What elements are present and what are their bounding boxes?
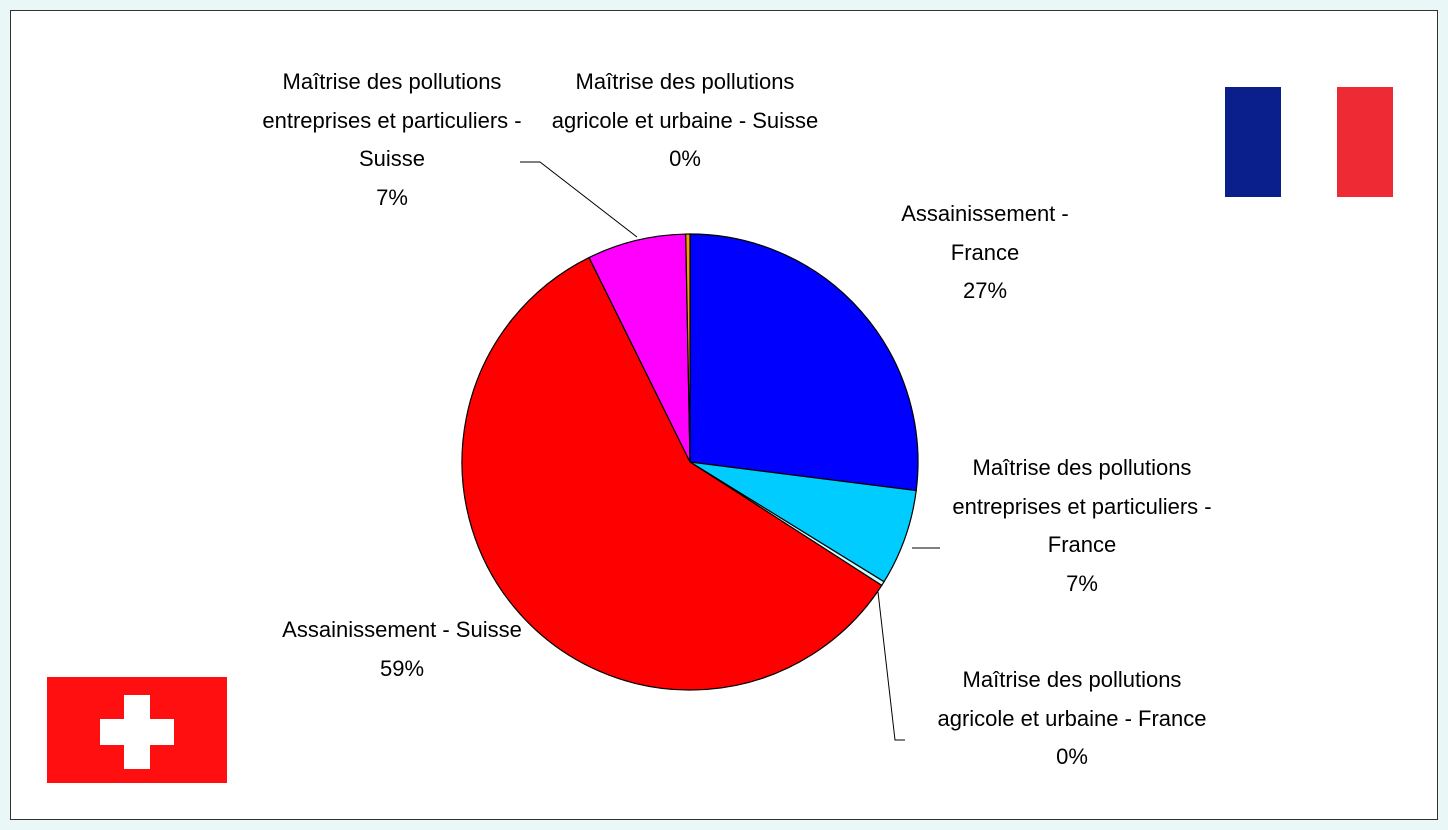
slice-label: Maîtrise des pollutions entreprises et p…	[942, 449, 1222, 603]
slice-name: Assainissement - Suisse	[282, 617, 522, 642]
slice-label: Maîtrise des pollutions agricole et urba…	[550, 63, 820, 179]
pie-slice	[689, 233, 919, 492]
flag-switzerland	[47, 677, 227, 783]
slice-percent: 27%	[962, 278, 1008, 303]
slice-label: Assainissement - Suisse 59%	[282, 611, 522, 688]
slice-name: Maîtrise des pollutions agricole et urba…	[551, 69, 819, 133]
slice-name: Maîtrise des pollutions entreprises et p…	[262, 69, 522, 171]
leader-lines	[520, 161, 940, 741]
slice-percent: 7%	[376, 184, 408, 210]
pie	[461, 233, 919, 691]
pie-slice	[461, 256, 883, 691]
slice-name: Maîtrise des pollutions agricole et urba…	[937, 667, 1207, 731]
slice-label: Maîtrise des pollutions entreprises et p…	[252, 63, 532, 217]
slice-percent: 0%	[669, 146, 701, 171]
slice-percent: 0%	[1056, 744, 1088, 769]
slice-label: Maîtrise des pollutions agricole et urba…	[937, 661, 1207, 777]
slice-percent: 59%	[379, 655, 425, 681]
pie-slice	[685, 233, 691, 463]
slice-name: Maîtrise des pollutions entreprises et p…	[952, 455, 1212, 557]
slice-percent: 7%	[1066, 570, 1098, 596]
slice-name: Assainissement - France	[901, 201, 1069, 265]
flag-france	[1225, 87, 1393, 197]
slice-label: Assainissement - France 27%	[865, 195, 1105, 311]
